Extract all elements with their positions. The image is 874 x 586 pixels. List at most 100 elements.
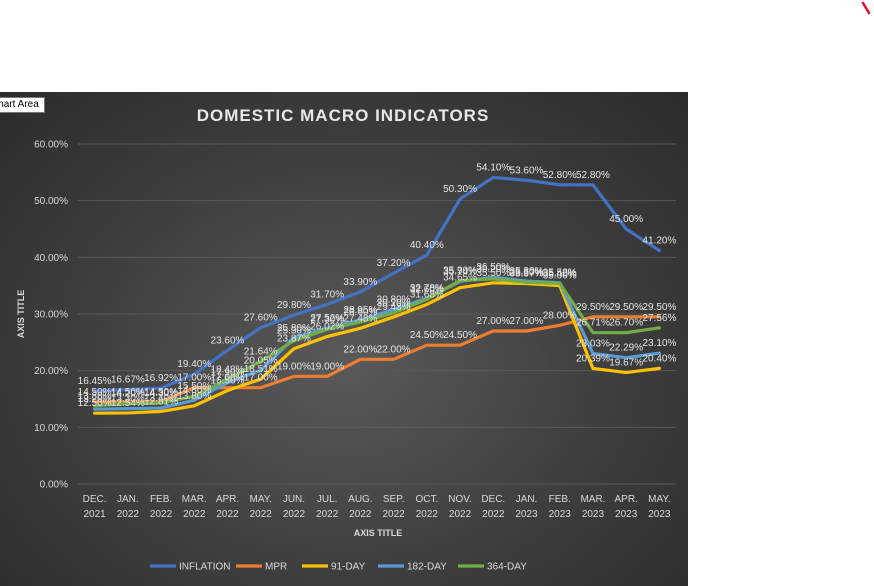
x-tick-label: FEB. 2022 [150,494,173,520]
legend: INFLATION MPR 91-DAY 182-DAY 364-DAY [150,562,527,573]
y-tick-label: 50.00% [34,196,68,207]
x-tick-label: DEC. 2021 [83,494,107,520]
data-label-inflation: 52.80% [543,170,577,181]
data-label-inflation: 52.80% [576,170,610,181]
data-label-91-day: 12.81% [144,396,178,407]
data-label-91-day: 12.50% [78,398,112,409]
chart-title: DOMESTIC MACRO INDICATORS [197,106,490,125]
data-label-364-day: 26.70% [609,318,643,329]
data-label-364-day: 18.48% [211,364,245,375]
data-label-mpr: 28.00% [543,310,577,321]
legend-label-mpr: MPR [265,562,287,573]
x-tick-label: NOV. 2022 [448,494,472,520]
data-label-364-day: 32.60% [410,284,444,295]
data-label-inflation: 31.70% [310,289,344,300]
data-label-364-day: 36.20% [476,264,510,275]
data-label-inflation: 16.45% [78,376,112,387]
data-label-182-day: 25.80% [277,323,311,334]
data-label-91-day: 18.51% [244,364,278,375]
y-tick-label: 30.00% [34,310,68,321]
line-chart: DOMESTIC MACRO INDICATORS 0.00% 10.00% 20.… [16,106,676,573]
x-tick-label: JUN. 2022 [283,494,306,520]
data-label-mpr: 14.50% [78,387,112,398]
data-label-91-day: 34.65% [443,273,477,284]
x-tick-label: JAN. 2023 [515,494,538,520]
data-label-182-day: 35.74% [443,266,477,277]
x-axis-title: AXIS TITLE [354,528,403,538]
series-line-mpr [93,315,661,404]
chart-area[interactable]: DOMESTIC MACRO INDICATORS 0.00% 10.00% 20.… [0,92,688,586]
data-label-mpr: 14.50% [144,387,178,398]
data-label-mpr: 17.00% [177,373,211,384]
series-line-91-day [93,281,661,415]
data-label-91-day: 26.02% [310,322,344,333]
data-label-inflation: 29.80% [277,300,311,311]
red-pen-mark [860,0,874,25]
data-label-182-day: 23.03% [576,338,610,349]
x-tick-label: OCT. 2022 [415,494,438,520]
data-label-364-day: 35.40% [543,268,577,279]
data-label-91-day: 23.87% [277,334,311,345]
data-label-182-day: 35.52% [543,268,577,279]
data-label-364-day: 25.30% [277,326,311,337]
series-line-364-day [93,277,661,408]
data-label-91-day: 35.37% [510,269,544,280]
data-label-mpr: 29.50% [642,302,676,313]
data-label-364-day: 35.90% [443,266,477,277]
data-label-inflation: 40.40% [410,240,444,251]
data-label-364-day: 30.20% [377,298,411,309]
data-label-91-day: 35.00% [543,271,577,282]
x-tick-label: MAY. 2022 [250,494,273,520]
data-label-91-day: 12.54% [111,398,145,409]
data-label-inflation: 16.67% [111,375,145,386]
data-label-mpr: 22.00% [377,344,411,355]
legend-label-364-day: 364-DAY [487,562,527,573]
data-label-182-day: 32.78% [410,283,444,294]
data-label-mpr: 14.50% [111,387,145,398]
data-label-182-day: 13.30% [111,394,145,405]
x-tick-label: DEC. 2022 [481,494,505,520]
data-label-182-day: 30.80% [377,294,411,305]
x-tick-label: AUG. 2022 [348,494,372,520]
data-label-inflation: 16.92% [144,373,178,384]
y-axis-title: AXIS TITLE [16,290,26,339]
data-label-364-day: 27.30% [310,314,344,325]
y-tick-label: 40.00% [34,253,68,264]
legend-label-inflation: INFLATION [179,562,230,573]
data-label-364-day: 14.20% [111,389,145,400]
x-tick-label: FEB. 2023 [549,494,572,520]
data-label-mpr: 27.00% [510,316,544,327]
data-label-inflation: 41.20% [642,236,676,247]
data-label-364-day: 13.80% [78,391,112,402]
data-label-364-day: 27.56% [642,313,676,324]
x-tick-label: MAY. 2023 [648,494,671,520]
data-label-mpr: 27.00% [476,316,510,327]
x-tick-label: JAN. 2022 [117,494,140,520]
data-label-inflation: 45.00% [609,214,643,225]
data-label-91-day: 13.80% [177,391,211,402]
data-label-inflation: 50.30% [443,184,477,195]
data-label-91-day: 16.50% [211,376,245,387]
data-label-inflation: 27.60% [244,313,278,324]
y-tick-label: 20.00% [34,366,68,377]
data-label-inflation: 23.60% [211,335,245,346]
x-tick-label: MAR. 2023 [580,494,605,520]
data-label-364-day: 21.64% [244,346,278,357]
data-label-inflation: 37.20% [377,258,411,269]
x-tick-label: SEP. 2022 [382,494,405,520]
data-label-91-day: 35.50% [476,268,510,279]
data-label-91-day: 20.40% [642,353,676,364]
data-label-mpr: 29.50% [609,302,643,313]
data-label-mpr: 24.50% [410,330,444,341]
data-label-182-day: 14.80% [177,385,211,396]
y-tick-label: 10.00% [34,423,68,434]
data-label-364-day: 14.30% [144,388,178,399]
data-label-inflation: 19.40% [177,359,211,370]
data-label-mpr: 19.00% [277,361,311,372]
data-label-182-day: 13.20% [78,394,112,405]
data-label-364-day: 35.60% [510,267,544,278]
legend-label-91-day: 91-DAY [331,562,366,573]
data-label-182-day: 20.05% [244,355,278,366]
data-label-182-day: 22.29% [609,343,643,354]
y-tick-label: 60.00% [34,140,68,151]
